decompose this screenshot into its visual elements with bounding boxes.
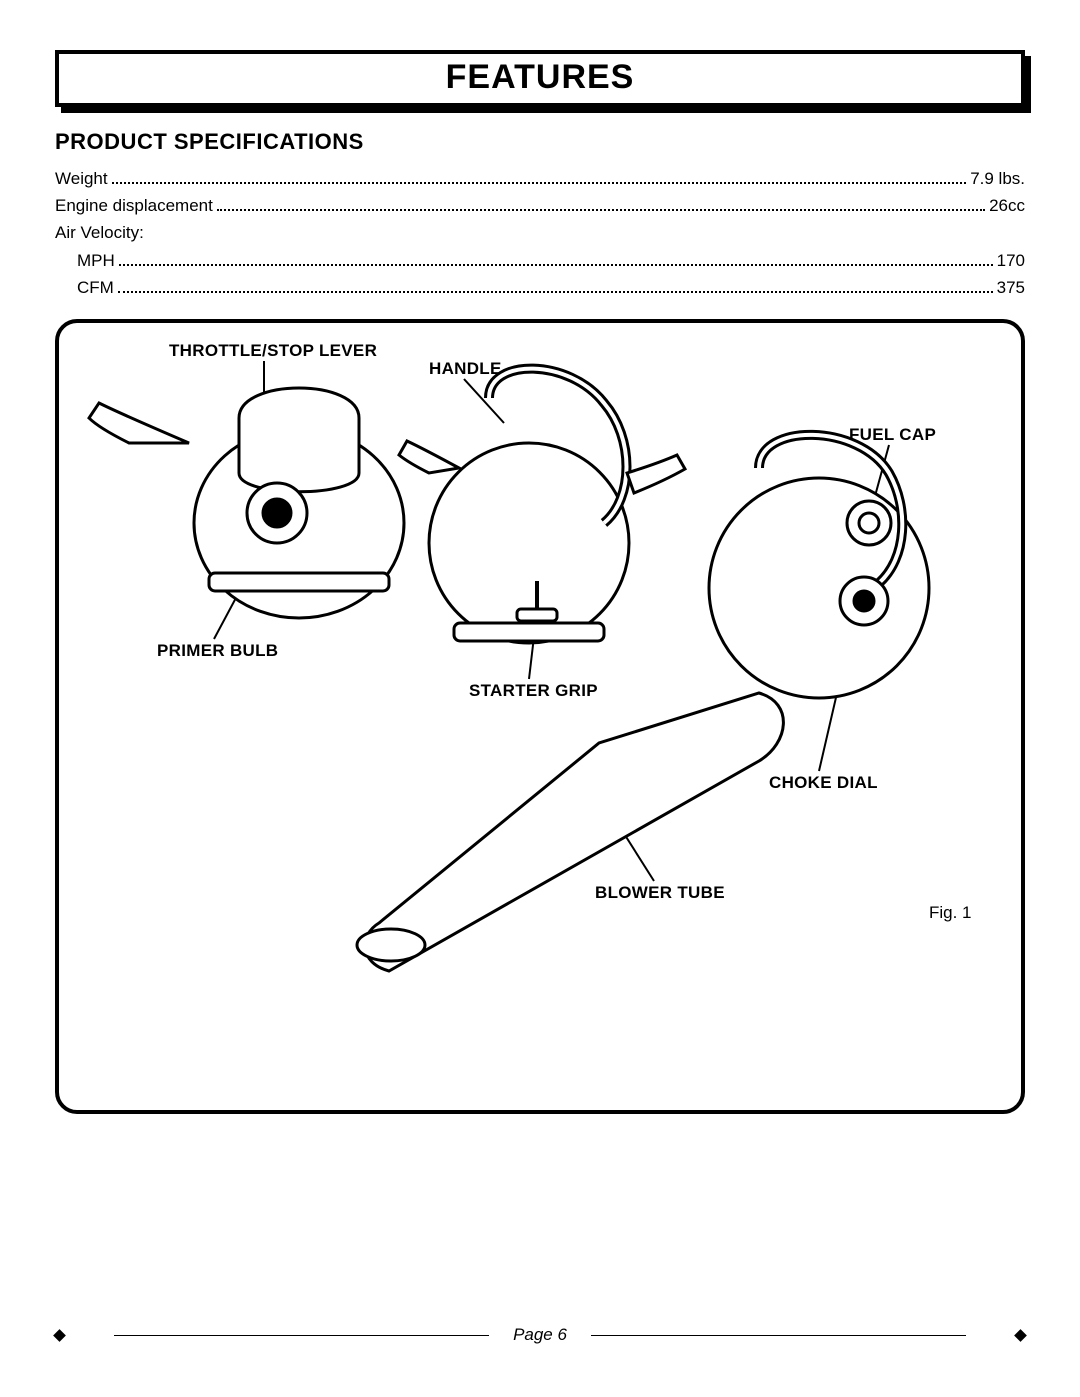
callout-handle: HANDLE [429,359,502,379]
leader-dots [119,252,993,266]
section-heading: PRODUCT SPECIFICATIONS [55,129,1025,155]
callout-primer-bulb: PRIMER BULB [157,641,278,661]
spec-air-velocity-heading: Air Velocity: [55,219,1025,246]
spec-label: Engine displacement [55,192,213,219]
footer-rule [591,1335,966,1336]
spec-value: 375 [997,274,1025,301]
figure-label: Fig. 1 [929,903,972,923]
callout-fuel-cap: FUEL CAP [849,425,936,445]
spec-label: MPH [77,247,115,274]
page-title: FEATURES [59,58,1021,97]
page: FEATURES PRODUCT SPECIFICATIONS Weight 7… [0,0,1080,1397]
spec-label: Weight [55,165,108,192]
spec-row-weight: Weight 7.9 lbs. [55,165,1025,192]
callout-choke-dial: CHOKE DIAL [769,773,878,793]
leader-dots [217,198,985,212]
page-footer: Page 6 [55,1325,1025,1345]
diagram-box: THROTTLE/STOP LEVER HANDLE FUEL CAP PRIM… [55,319,1025,1114]
spec-row-cfm: CFM 375 [55,274,1025,301]
spec-row-mph: MPH 170 [55,247,1025,274]
spec-value: 7.9 lbs. [970,165,1025,192]
title-box: FEATURES [55,50,1025,107]
leader-dots [118,279,993,293]
callout-throttle: THROTTLE/STOP LEVER [169,341,377,361]
callout-starter-grip: STARTER GRIP [469,681,598,701]
spec-row-engine: Engine displacement 26cc [55,192,1025,219]
diamond-icon [53,1329,66,1342]
spec-label: CFM [77,274,114,301]
footer-rule [114,1335,489,1336]
spec-value: 26cc [989,192,1025,219]
page-number: Page 6 [507,1325,573,1345]
leader-dots [112,170,967,184]
blower-view-2 [399,369,685,643]
spec-value: 170 [997,247,1025,274]
blower-view-1 [89,388,404,618]
diamond-icon [1014,1329,1027,1342]
title-frame: FEATURES [55,50,1025,107]
callout-blower-tube: BLOWER TUBE [595,883,725,903]
